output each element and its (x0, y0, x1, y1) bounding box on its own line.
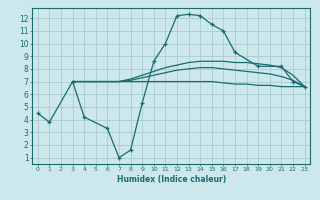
X-axis label: Humidex (Indice chaleur): Humidex (Indice chaleur) (116, 175, 226, 184)
